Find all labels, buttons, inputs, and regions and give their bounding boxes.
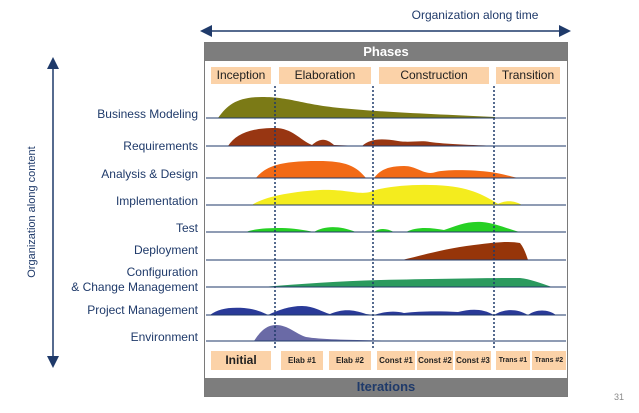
iteration-const-1: Const #1	[377, 351, 415, 370]
discipline-environment: Environment	[130, 330, 198, 344]
phase-construction: Construction	[379, 67, 489, 84]
iteration-elab-1: Elab #1	[281, 351, 323, 370]
iteration-trans-1: Trans #1	[496, 351, 530, 370]
iteration-elab-2: Elab #2	[329, 351, 371, 370]
discipline-change-management: & Change Management	[71, 280, 198, 294]
phase-transition: Transition	[496, 67, 560, 84]
phase-inception: Inception	[211, 67, 271, 84]
hump-deployment	[402, 241, 528, 260]
discipline-implementation: Implementation	[115, 194, 198, 208]
hump-analysis-design	[256, 161, 520, 178]
discipline-analysis-design: Analysis & Design	[101, 167, 198, 181]
iteration-const-3: Const #3	[455, 351, 491, 370]
row-baselines	[206, 117, 566, 342]
iteration-const-2: Const #2	[417, 351, 453, 370]
hump-requirements	[228, 128, 500, 146]
discipline-requirements: Requirements	[123, 139, 198, 153]
hump-environment	[254, 325, 410, 341]
discipline-configuration: Configuration	[126, 265, 198, 279]
discipline-deployment: Deployment	[133, 243, 198, 257]
page-number: 31	[614, 392, 625, 402]
hump-business-modeling	[218, 97, 495, 118]
iteration-initial: Initial	[211, 351, 271, 370]
phases-header: Phases	[205, 43, 567, 61]
discipline-test: Test	[175, 221, 198, 235]
iterations-footer: Iterations	[205, 378, 567, 396]
discipline-business-modeling: Business Modeling	[97, 107, 198, 121]
phase-dividers	[274, 86, 495, 350]
iteration-trans-2: Trans #2	[532, 351, 566, 370]
hump-test	[246, 221, 520, 232]
discipline-project-management: Project Management	[87, 303, 198, 317]
hump-implementation	[252, 184, 522, 205]
time-axis-caption: Organization along time	[411, 8, 539, 22]
phase-elaboration: Elaboration	[279, 67, 371, 84]
hump-project-management	[210, 306, 556, 315]
hump-configuration	[262, 278, 552, 287]
